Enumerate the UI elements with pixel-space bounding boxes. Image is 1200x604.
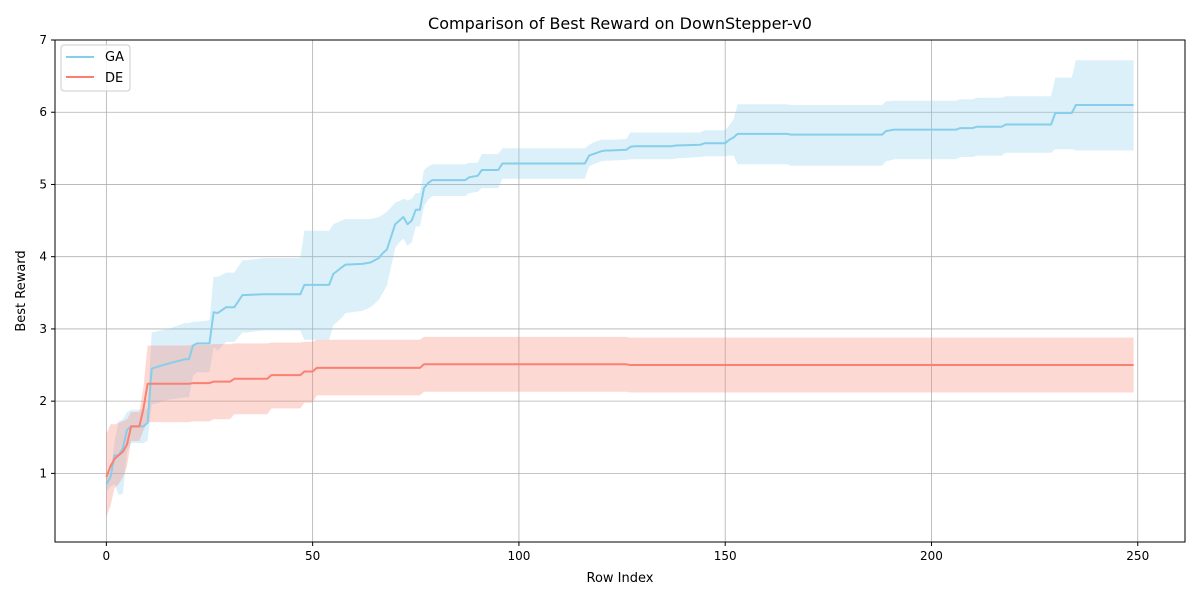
band-ga bbox=[106, 60, 1134, 496]
x-tick-label: 200 bbox=[920, 549, 943, 563]
band-de bbox=[106, 336, 1134, 517]
y-tick-label: 5 bbox=[39, 177, 47, 191]
y-tick-label: 4 bbox=[39, 250, 47, 264]
confidence-bands bbox=[106, 60, 1134, 517]
x-tick-label: 150 bbox=[714, 549, 737, 563]
x-axis-label: Row Index bbox=[587, 571, 654, 586]
chart-title: Comparison of Best Reward on DownStepper… bbox=[428, 14, 812, 33]
legend: GA DE bbox=[60, 44, 131, 92]
series-line-ga bbox=[105, 104, 1134, 485]
x-tick-label: 0 bbox=[103, 549, 111, 563]
series-line-de bbox=[105, 363, 1134, 478]
y-axis-label: Best Reward bbox=[14, 250, 29, 331]
x-tick-label: 100 bbox=[507, 549, 530, 563]
legend-label-ga: GA bbox=[105, 50, 124, 65]
y-tick-label: 6 bbox=[39, 105, 47, 119]
y-tick-label: 1 bbox=[39, 466, 47, 480]
x-tick-label: 250 bbox=[1126, 549, 1149, 563]
axis-ticks: 0 50 100 150 200 250 1 2 3 4 5 6 7 bbox=[39, 33, 1149, 563]
y-tick-label: 7 bbox=[39, 33, 47, 47]
x-tick-label: 50 bbox=[305, 549, 320, 563]
y-tick-label: 3 bbox=[39, 322, 47, 336]
y-tick-label: 2 bbox=[39, 394, 47, 408]
series-lines bbox=[105, 104, 1134, 485]
plot-frame bbox=[54, 39, 1186, 543]
legend-label-de: DE bbox=[105, 71, 123, 86]
